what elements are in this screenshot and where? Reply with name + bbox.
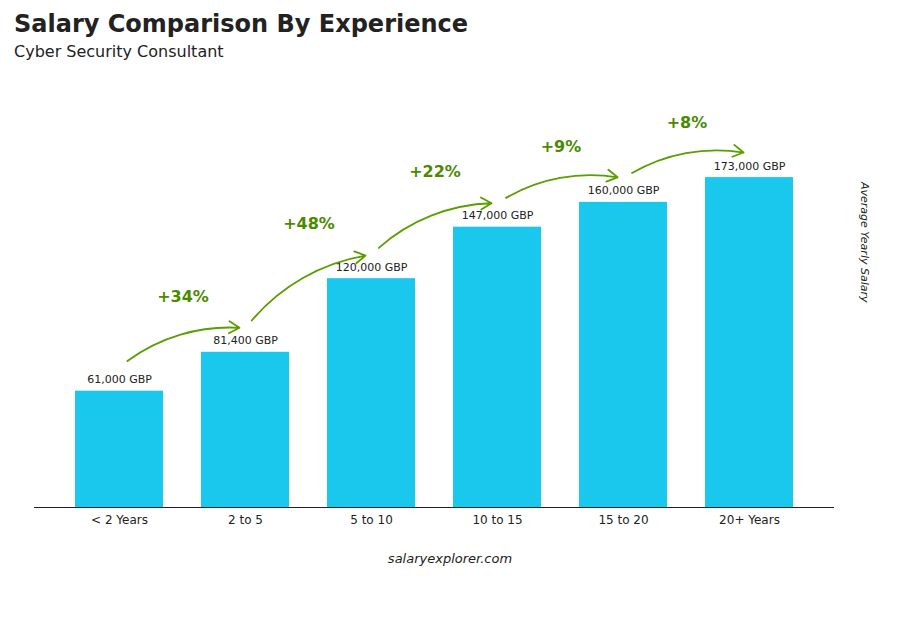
- svg-text:120,000 GBP: 120,000 GBP: [336, 261, 408, 274]
- svg-text:Average Yearly Salary: Average Yearly Salary: [858, 181, 871, 303]
- svg-text:2 to 5: 2 to 5: [228, 513, 263, 527]
- svg-text:20+ Years: 20+ Years: [719, 513, 780, 527]
- svg-text:+8%: +8%: [667, 113, 708, 132]
- html-text:Cyber Security Consultant: Cyber Security Consultant: [14, 42, 224, 61]
- svg-text:160,000 GBP: 160,000 GBP: [588, 184, 660, 197]
- svg-text:173,000 GBP: 173,000 GBP: [714, 160, 786, 173]
- svg-text:+48%: +48%: [283, 214, 335, 233]
- svg-text:10 to 15: 10 to 15: [472, 513, 522, 527]
- svg-text:5 to 10: 5 to 10: [350, 513, 393, 527]
- svg-text:61,000 GBP: 61,000 GBP: [87, 373, 152, 386]
- svg-text:147,000 GBP: 147,000 GBP: [462, 209, 534, 222]
- svg-text:81,400 GBP: 81,400 GBP: [213, 334, 278, 347]
- svg-text:15 to 20: 15 to 20: [598, 513, 648, 527]
- svg-text:+9%: +9%: [541, 137, 582, 156]
- html-text:salaryexplorer.com: salaryexplorer.com: [387, 551, 513, 566]
- svg-text:< 2 Years: < 2 Years: [91, 513, 148, 527]
- html-text:Salary Comparison By Experienc: Salary Comparison By Experience: [14, 10, 469, 38]
- svg-text:+34%: +34%: [157, 287, 209, 306]
- svg-text:+22%: +22%: [409, 162, 461, 181]
